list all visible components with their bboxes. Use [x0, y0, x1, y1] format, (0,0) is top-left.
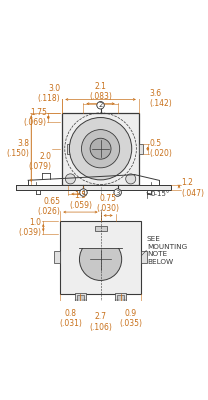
Text: 0.5
(.020): 0.5 (.020)	[149, 139, 172, 158]
Circle shape	[90, 138, 111, 159]
Circle shape	[80, 189, 87, 196]
Text: 1.5
(.059): 1.5 (.059)	[69, 191, 92, 210]
Text: 1: 1	[81, 190, 86, 196]
Text: SEE
MOUNTING
NOTE
BELOW: SEE MOUNTING NOTE BELOW	[147, 236, 187, 264]
Text: 1.75
(.069): 1.75 (.069)	[24, 108, 47, 127]
Text: 2.7
(.106): 2.7 (.106)	[89, 312, 112, 332]
Text: 0-15°: 0-15°	[151, 191, 170, 197]
Bar	[117, 295, 124, 302]
Bar	[77, 295, 84, 302]
Bar	[62, 112, 139, 185]
Bar	[79, 237, 122, 248]
Circle shape	[69, 118, 132, 180]
Text: 3.8
(.150): 3.8 (.150)	[7, 139, 30, 158]
Bar	[75, 292, 86, 303]
Text: 2.0
(.079): 2.0 (.079)	[28, 152, 51, 171]
Text: 3: 3	[115, 190, 120, 196]
Text: 2.1
(.083): 2.1 (.083)	[89, 82, 112, 101]
Text: 3.0
(.118): 3.0 (.118)	[38, 84, 60, 103]
Circle shape	[114, 189, 121, 196]
Text: 1.0
(.039): 1.0 (.039)	[19, 218, 42, 237]
Bar	[60, 221, 141, 294]
Text: 0.9
(.035): 0.9 (.035)	[119, 309, 142, 328]
Text: 2: 2	[98, 102, 103, 108]
Circle shape	[97, 102, 104, 109]
Circle shape	[126, 174, 136, 184]
Text: 0.65
(.026): 0.65 (.026)	[37, 197, 60, 216]
Circle shape	[79, 238, 122, 280]
Bar	[94, 226, 106, 231]
Bar	[139, 144, 143, 154]
Bar	[141, 251, 147, 263]
Circle shape	[65, 174, 76, 184]
Circle shape	[80, 189, 87, 196]
Circle shape	[82, 130, 120, 168]
Text: 0.75
(.030): 0.75 (.030)	[97, 194, 120, 214]
Circle shape	[97, 102, 104, 109]
Text: 1.2
(.047): 1.2 (.047)	[181, 178, 204, 198]
Bar	[67, 144, 71, 154]
Circle shape	[114, 189, 121, 196]
Bar	[16, 185, 171, 190]
Bar	[115, 292, 126, 303]
Text: 0.8
(.031): 0.8 (.031)	[59, 309, 82, 328]
Bar	[54, 251, 60, 263]
Text: 3.6
(.142): 3.6 (.142)	[150, 89, 173, 108]
